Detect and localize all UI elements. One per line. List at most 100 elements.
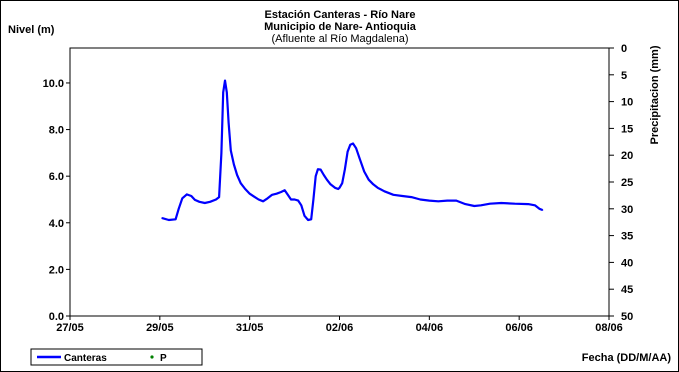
y2-tick-label: 40 <box>621 257 633 269</box>
y2-tick-label: 5 <box>621 70 627 82</box>
data-point <box>446 199 449 202</box>
data-point <box>236 174 238 176</box>
legend-box <box>30 348 203 366</box>
data-point <box>341 182 344 184</box>
chart-subtitle: (Afluente al Río Magdalena) <box>272 33 409 45</box>
data-point <box>227 121 230 124</box>
x-tick-label: 06/06 <box>505 322 533 334</box>
y2-tick-label: 20 <box>621 150 633 162</box>
data-point <box>541 209 544 211</box>
data-point <box>326 178 328 181</box>
y2-axis-label: Precipitacion (mm) <box>649 45 661 144</box>
data-point <box>312 198 315 201</box>
y2-tick-label: 50 <box>621 311 633 323</box>
data-point <box>329 183 332 186</box>
data-point <box>534 204 536 207</box>
x-tick-label: 08/06 <box>595 322 623 334</box>
y2-tick-label: 30 <box>621 204 633 216</box>
series-layer <box>161 79 544 222</box>
legend-label-p: P <box>160 353 167 364</box>
data-point <box>161 217 163 219</box>
y2-tick-label: 15 <box>621 123 633 135</box>
y-tick-label: 4.0 <box>49 218 64 230</box>
data-point <box>428 199 431 202</box>
x-tick-label: 29/05 <box>146 322 174 334</box>
data-point <box>464 203 467 205</box>
data-point <box>392 194 395 196</box>
data-point <box>198 201 201 203</box>
data-point <box>334 187 336 189</box>
data-point <box>473 205 476 207</box>
data-point <box>224 79 226 82</box>
data-point <box>310 218 313 221</box>
data-point <box>352 142 354 145</box>
data-point <box>220 152 223 154</box>
data-point <box>500 202 503 204</box>
y-axis-label: Nivel (m) <box>8 24 55 36</box>
x-tick-label: 04/06 <box>416 322 444 334</box>
data-point <box>239 182 242 184</box>
data-point <box>419 198 422 201</box>
data-point <box>275 192 278 195</box>
data-point <box>222 91 224 94</box>
y-tick-label: 8.0 <box>49 125 64 137</box>
data-point <box>317 168 319 170</box>
chart-title-line2: Municipio de Nare- Antioquia <box>264 21 417 33</box>
data-point <box>283 189 286 191</box>
series-line-canteras <box>161 79 543 222</box>
y2-tick-label: 0 <box>621 43 627 55</box>
data-point <box>257 198 260 201</box>
data-point <box>355 147 357 149</box>
data-point <box>204 202 206 204</box>
data-point <box>489 202 491 205</box>
data-point <box>215 198 217 201</box>
data-point <box>244 188 246 190</box>
data-point <box>218 196 220 198</box>
y2-tick-label: 10 <box>621 97 633 109</box>
data-point <box>300 204 303 207</box>
data-point <box>174 218 177 221</box>
data-point <box>186 193 188 196</box>
data-point <box>410 196 413 198</box>
data-point <box>367 178 370 181</box>
x-tick-label: 31/05 <box>236 322 264 334</box>
data-point <box>338 187 341 189</box>
data-point <box>307 219 309 221</box>
data-point <box>290 198 292 201</box>
x-axis-label: Fecha (DD/M/AA) <box>582 352 672 364</box>
data-point <box>168 219 170 221</box>
data-point <box>280 191 282 193</box>
data-point <box>513 202 516 205</box>
plot-area <box>69 47 610 317</box>
data-point <box>230 149 232 152</box>
y2-tick-label: 35 <box>621 231 633 243</box>
y2-tick-label: 25 <box>621 177 633 189</box>
data-point <box>226 91 228 94</box>
data-point <box>194 199 196 201</box>
axis-ticks: 0.0 2.0 4.0 6.0 8.0 10.0 0 5 10 15 20 25 30 35 40 45 50 2… <box>43 43 634 334</box>
data-point <box>527 203 529 205</box>
x-tick-label: 02/06 <box>326 322 354 334</box>
data-point <box>262 200 264 203</box>
data-point <box>190 195 193 197</box>
data-point <box>266 197 269 200</box>
data-point <box>383 190 386 193</box>
data-point <box>293 198 296 201</box>
data-point <box>344 168 346 170</box>
chart-title: Estación Canteras - Río Nare <box>265 9 416 21</box>
data-point <box>314 175 317 177</box>
data-point <box>358 157 361 160</box>
data-point <box>253 195 255 198</box>
data-point <box>538 208 541 210</box>
data-point <box>303 215 306 217</box>
data-point <box>376 187 379 189</box>
data-point <box>337 188 340 190</box>
legend-swatch-p <box>150 355 154 359</box>
x-tick-label: 27/05 <box>56 322 84 334</box>
data-point <box>437 200 440 203</box>
data-point <box>319 168 322 171</box>
data-point <box>401 195 404 197</box>
data-point <box>181 197 184 200</box>
data-point <box>297 199 300 202</box>
